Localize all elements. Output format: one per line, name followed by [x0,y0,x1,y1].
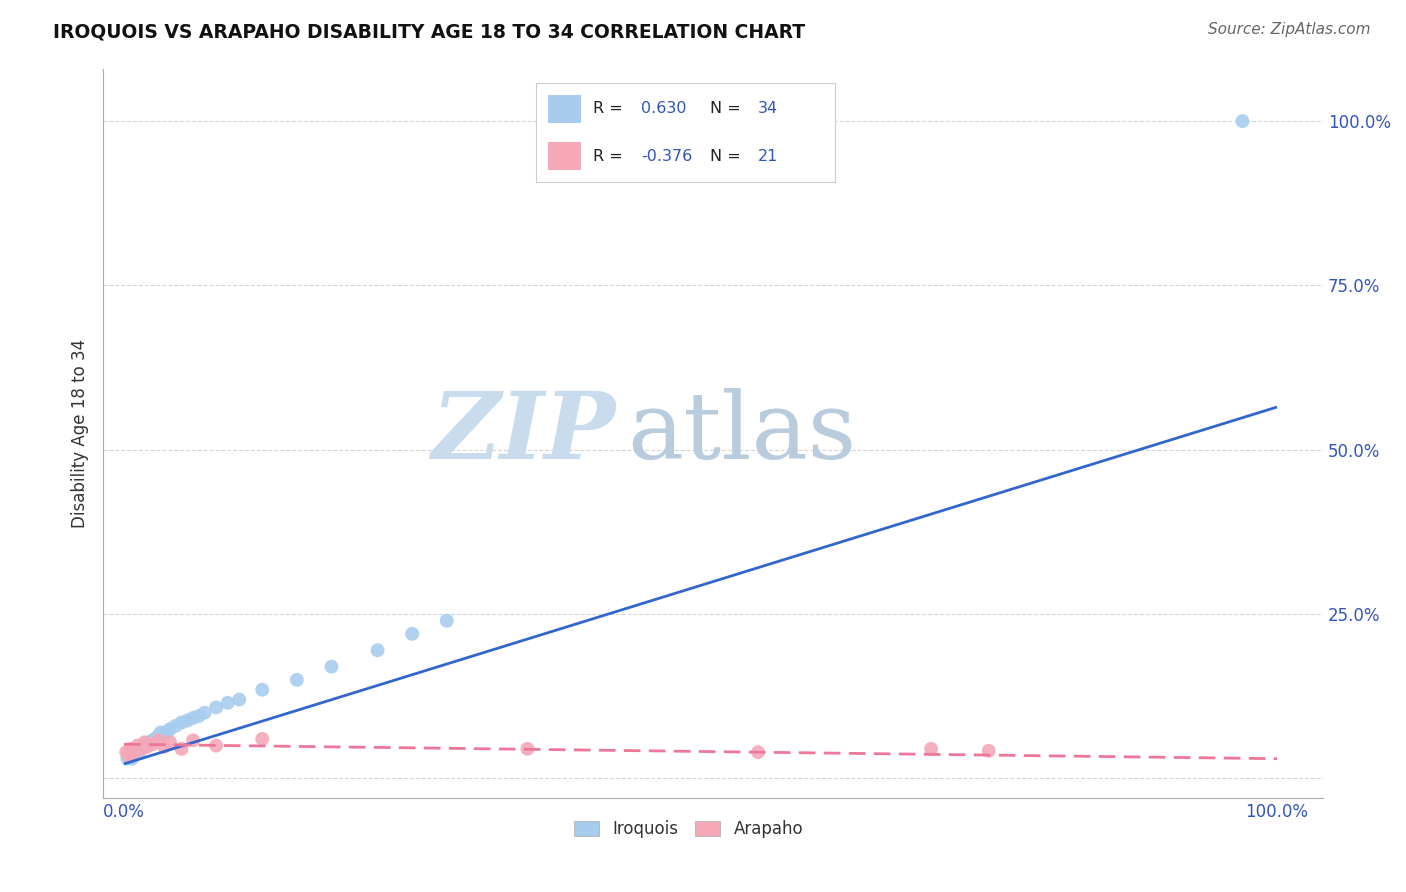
Point [122,747,145,761]
Point [149,725,172,739]
Point [321,659,343,673]
Text: atlas: atlas [627,388,858,478]
Point [252,682,274,697]
Point [120,742,142,756]
Point [205,739,228,753]
Point [134,739,156,754]
Point [217,696,239,710]
Point [436,614,458,628]
Point [117,748,139,763]
Point [747,745,769,759]
Point [920,742,942,756]
Point [136,739,159,754]
Point [159,735,181,749]
Point [153,739,176,754]
Point [128,747,150,761]
Legend: Iroquois, Arapaho: Iroquois, Arapaho [568,814,810,845]
Point [124,744,146,758]
Point [181,733,204,747]
Point [121,752,143,766]
Point [142,733,165,747]
Point [127,744,149,758]
Point [124,747,146,761]
Point [129,742,152,756]
Point [516,742,538,756]
Point [118,748,141,763]
Point [977,744,1000,758]
Point [181,711,204,725]
Point [122,745,145,759]
Point [187,709,209,723]
Point [228,692,250,706]
Text: IROQUOIS VS ARAPAHO DISABILITY AGE 18 TO 34 CORRELATION CHART: IROQUOIS VS ARAPAHO DISABILITY AGE 18 TO… [53,22,806,41]
Point [148,729,170,743]
Point [142,737,165,751]
Point [115,745,138,759]
Point [159,722,181,736]
Point [148,733,170,747]
Text: Source: ZipAtlas.com: Source: ZipAtlas.com [1208,22,1371,37]
Point [138,735,160,749]
Point [1232,114,1254,128]
Point [143,731,166,746]
Point [252,731,274,746]
Point [156,724,179,739]
Point [136,739,159,753]
Point [170,742,193,756]
Point [127,739,149,753]
Point [170,715,193,730]
Point [194,706,217,720]
Y-axis label: Disability Age 18 to 34: Disability Age 18 to 34 [72,339,89,528]
Text: ZIP: ZIP [432,388,616,478]
Point [401,627,423,641]
Point [285,673,308,687]
Point [153,727,176,741]
Point [367,643,389,657]
Point [117,752,139,766]
Point [165,719,187,733]
Point [176,714,198,728]
Point [205,700,228,714]
Point [129,742,152,756]
Point [134,735,156,749]
